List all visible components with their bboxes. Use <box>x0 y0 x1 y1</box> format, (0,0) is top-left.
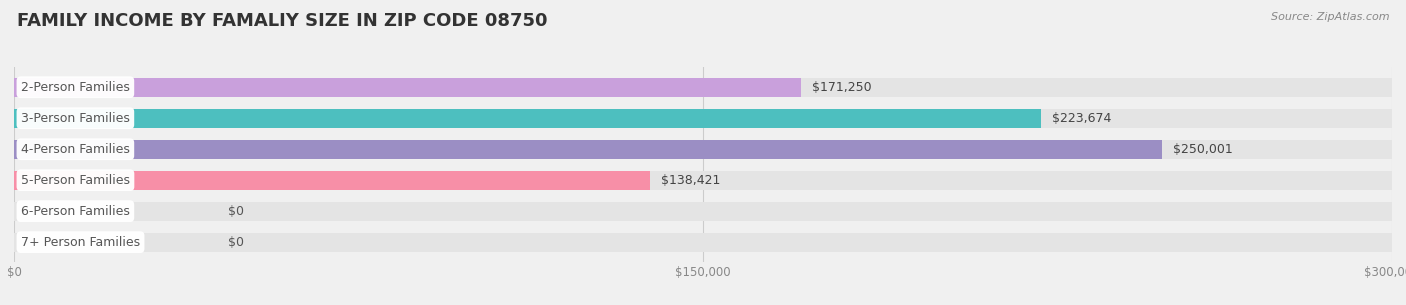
Text: 6-Person Families: 6-Person Families <box>21 205 129 218</box>
Text: $250,001: $250,001 <box>1174 143 1233 156</box>
Bar <box>14 170 650 190</box>
Text: $138,421: $138,421 <box>661 174 720 187</box>
Text: $171,250: $171,250 <box>811 81 872 94</box>
Text: 7+ Person Families: 7+ Person Families <box>21 236 141 249</box>
Bar <box>14 202 1392 221</box>
Text: 3-Person Families: 3-Person Families <box>21 112 129 125</box>
Bar <box>14 78 1392 97</box>
Text: Source: ZipAtlas.com: Source: ZipAtlas.com <box>1271 12 1389 22</box>
Text: $223,674: $223,674 <box>1053 112 1112 125</box>
Bar <box>14 170 1392 190</box>
Bar <box>14 232 1392 252</box>
Text: $0: $0 <box>228 205 243 218</box>
Text: FAMILY INCOME BY FAMALIY SIZE IN ZIP CODE 08750: FAMILY INCOME BY FAMALIY SIZE IN ZIP COD… <box>17 12 547 30</box>
Bar <box>14 109 1042 128</box>
Text: 5-Person Families: 5-Person Families <box>21 174 129 187</box>
Text: $0: $0 <box>228 236 243 249</box>
Text: 2-Person Families: 2-Person Families <box>21 81 129 94</box>
Bar <box>14 78 800 97</box>
Bar <box>14 109 1392 128</box>
Bar <box>14 140 1392 159</box>
Bar <box>14 140 1163 159</box>
Text: 4-Person Families: 4-Person Families <box>21 143 129 156</box>
